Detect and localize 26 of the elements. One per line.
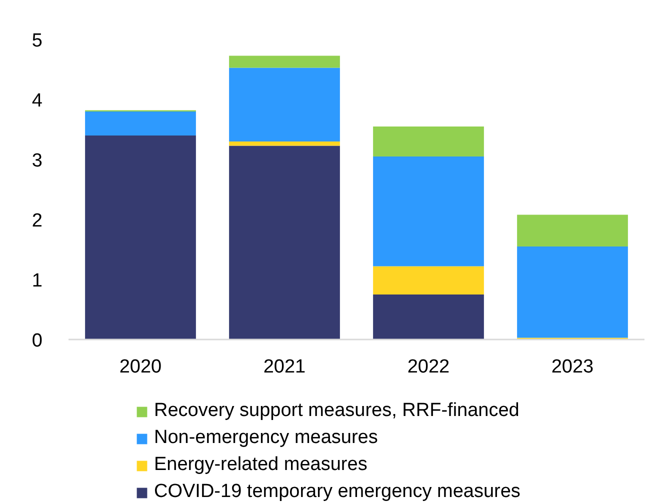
- bar: [229, 56, 340, 68]
- bar: [373, 294, 484, 340]
- bar: [85, 112, 196, 136]
- legend-label: Energy-related measures: [154, 454, 368, 476]
- y-tick-label: 4: [32, 90, 43, 112]
- bar: [229, 68, 340, 142]
- legend-label: Non-emergency measures: [154, 427, 378, 449]
- x-tick-label: 2021: [263, 356, 306, 378]
- legend-label: COVID-19 temporary emergency measures: [154, 481, 520, 503]
- bar: [517, 214, 628, 246]
- bar: [373, 126, 484, 156]
- y-tick-label: 1: [32, 270, 43, 292]
- y-tick-label: 3: [32, 150, 43, 172]
- x-tick-label: 2023: [551, 356, 594, 378]
- legend-label: Recovery support measures, RRF-financed: [154, 400, 520, 422]
- bar: [373, 156, 484, 266]
- y-tick-label: 0: [32, 330, 43, 352]
- bar: [373, 266, 484, 294]
- y-tick-label: 2: [32, 210, 43, 232]
- bar: [517, 246, 628, 338]
- x-tick-label: 2020: [119, 356, 162, 378]
- y-tick-label: 5: [32, 30, 43, 52]
- x-tick-label: 2022: [407, 356, 450, 378]
- bar: [229, 142, 340, 146]
- bar: [229, 146, 340, 340]
- bar: [85, 136, 196, 340]
